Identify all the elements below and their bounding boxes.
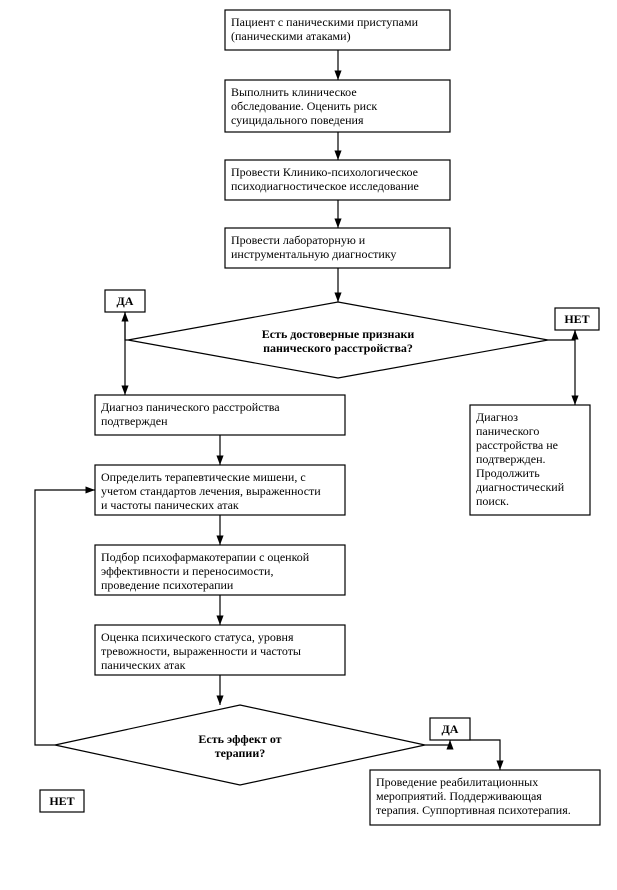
svg-text:поиск.: поиск. bbox=[476, 494, 509, 508]
nodes-layer: Пациент с паническими приступами(паничес… bbox=[40, 10, 600, 825]
n9: Диагнозпаническогорасстройства неподтвер… bbox=[470, 405, 590, 515]
svg-text:НЕТ: НЕТ bbox=[49, 794, 74, 808]
lblNo2: НЕТ bbox=[40, 790, 84, 812]
svg-text:Провести Клинико-психологиче: Провести Клинико-психологическое bbox=[231, 165, 418, 179]
svg-text:психодиагностическое исследова: психодиагностическое исследование bbox=[231, 179, 419, 193]
n10: Проведение реабилитационныхмероприятий. … bbox=[370, 770, 600, 825]
svg-text:диагностический: диагностический bbox=[476, 480, 565, 494]
d1: Есть достоверные признакипанического рас… bbox=[128, 302, 548, 378]
n3: Провести Клинико-психологическоепсиходиа… bbox=[225, 160, 450, 200]
svg-text:инструментальную диагностику: инструментальную диагностику bbox=[231, 247, 396, 261]
svg-text:Диагноз панического расстр: Диагноз панического расстройства bbox=[101, 400, 280, 414]
svg-text:терапия. Суппортивная психотер: терапия. Суппортивная психотерапия. bbox=[376, 803, 571, 817]
svg-text:Есть достоверные признаки: Есть достоверные признаки bbox=[262, 327, 415, 341]
svg-text:подтвержден.: подтвержден. bbox=[476, 452, 546, 466]
svg-text:терапии?: терапии? bbox=[215, 746, 265, 760]
svg-text:и частоты панических атак: и частоты панических атак bbox=[101, 498, 239, 512]
svg-text:панического расстройства?: панического расстройства? bbox=[263, 341, 413, 355]
svg-text:тревожности, выраженности и: тревожности, выраженности и частоты bbox=[101, 644, 301, 658]
svg-text:Определить терапевтические миш: Определить терапевтические мишени, с bbox=[101, 470, 306, 484]
n2: Выполнить клиническоеобследование. Оцени… bbox=[225, 80, 450, 132]
flowchart-canvas: Пациент с паническими приступами(паничес… bbox=[0, 0, 617, 890]
svg-text:Подбор психофармакотерапии с о: Подбор психофармакотерапии с оценкой bbox=[101, 550, 310, 564]
svg-text:учетом стандартов лечения, выр: учетом стандартов лечения, выраженности bbox=[101, 484, 321, 498]
svg-text:суицидального поведения: суицидального поведения bbox=[231, 113, 364, 127]
svg-text:расстройства не: расстройства не bbox=[476, 438, 558, 452]
n1: Пациент с паническими приступами(паничес… bbox=[225, 10, 450, 50]
svg-text:панического: панического bbox=[476, 424, 539, 438]
n8: Оценка психического статуса, уровнятрево… bbox=[95, 625, 345, 675]
svg-text:Проведение реабилитацион: Проведение реабилитационных bbox=[376, 775, 538, 789]
svg-text:ДА: ДА bbox=[442, 722, 459, 736]
svg-text:Провести лабораторную: Провести лабораторную и bbox=[231, 233, 366, 247]
svg-text:Выполнить к: Выполнить клиническое bbox=[231, 85, 357, 99]
n7: Подбор психофармакотерапии с оценкойэффе… bbox=[95, 545, 345, 595]
lblYes2: ДА bbox=[430, 718, 470, 740]
svg-text:Пациент с паническими приступа: Пациент с паническими приступами bbox=[231, 15, 419, 29]
n5: Диагноз панического расстройстваподтверж… bbox=[95, 395, 345, 435]
lblNo1: НЕТ bbox=[555, 308, 599, 330]
svg-text:мероприятий. Поддерживаю: мероприятий. Поддерживающая bbox=[376, 789, 542, 803]
svg-text:проведение психотерапии: проведение психотерапии bbox=[101, 578, 234, 592]
svg-text:Оценка психического статуса,: Оценка психического статуса, уровня bbox=[101, 630, 294, 644]
svg-text:Диагноз: Диагноз bbox=[476, 410, 518, 424]
svg-text:подтвержден: подтвержден bbox=[101, 414, 168, 428]
svg-text:обследование. Оценить: обследование. Оценить риск bbox=[231, 99, 377, 113]
svg-text:(паническими атаками): (паническими атаками) bbox=[231, 29, 351, 43]
n6: Определить терапевтические мишени, сучет… bbox=[95, 465, 345, 515]
lblYes1: ДА bbox=[105, 290, 145, 312]
n4: Провести лабораторную иинструментальную … bbox=[225, 228, 450, 268]
svg-text:Есть эффект от: Есть эффект от bbox=[198, 732, 281, 746]
svg-text:панических атак: панических атак bbox=[101, 658, 186, 672]
svg-text:ДА: ДА bbox=[117, 294, 134, 308]
svg-text:НЕТ: НЕТ bbox=[564, 312, 589, 326]
svg-text:эффективности и пере: эффективности и переносимости, bbox=[101, 564, 273, 578]
svg-text:Продолжить: Продолжить bbox=[476, 466, 540, 480]
